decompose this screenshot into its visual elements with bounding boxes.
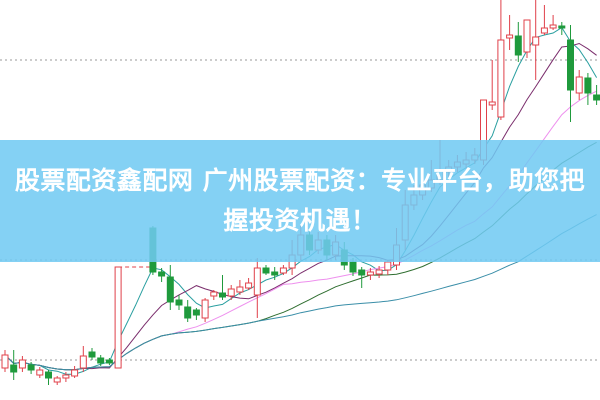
candle <box>114 266 122 369</box>
candle-body <box>497 39 505 118</box>
candle <box>175 295 183 310</box>
candle <box>375 266 383 278</box>
candle-body <box>184 306 192 319</box>
candle <box>53 376 61 385</box>
candle-body <box>219 292 226 298</box>
candle <box>384 260 392 275</box>
candle <box>558 22 566 35</box>
candle-body <box>97 357 105 364</box>
candle-body <box>158 271 166 277</box>
candle-body <box>245 282 253 289</box>
candle-body <box>540 27 548 34</box>
candle-body <box>53 377 61 383</box>
candle <box>184 300 192 322</box>
candle <box>262 265 270 275</box>
candle <box>45 370 52 385</box>
candle <box>27 362 35 374</box>
candle-body <box>71 369 79 377</box>
candle <box>358 267 366 288</box>
candle-body <box>558 25 566 29</box>
candle <box>271 267 279 280</box>
candle-body <box>349 261 357 273</box>
candle <box>97 355 105 366</box>
candle <box>36 367 44 378</box>
candle-body <box>366 271 374 276</box>
candle <box>88 348 96 360</box>
candle <box>210 290 218 300</box>
candle-body <box>567 39 574 91</box>
candle <box>549 15 557 30</box>
candle <box>279 265 287 275</box>
candle-body <box>279 267 287 274</box>
candle <box>192 308 200 320</box>
candle <box>10 350 18 380</box>
candle-body <box>575 76 583 94</box>
candle <box>201 298 209 322</box>
candle-body <box>18 359 26 369</box>
candle-body <box>1 354 9 369</box>
candle <box>1 350 9 372</box>
candle-body <box>227 288 235 297</box>
candle-body <box>175 299 183 306</box>
candle <box>488 60 496 110</box>
candle-body <box>271 271 279 276</box>
candle <box>575 70 583 100</box>
candle-body <box>62 374 70 379</box>
candle-body <box>384 261 392 271</box>
candle-body <box>262 267 270 274</box>
candle-body <box>358 269 366 276</box>
candle-body <box>532 36 540 46</box>
candle <box>219 275 226 300</box>
candle <box>18 356 26 372</box>
candle-body <box>523 19 531 53</box>
candle-body <box>506 34 514 39</box>
candle <box>540 5 548 35</box>
candle-body <box>105 359 113 364</box>
candle <box>567 25 574 122</box>
candle <box>236 280 244 295</box>
candle-body <box>514 35 522 56</box>
candle-body <box>45 371 52 379</box>
candle-body <box>27 364 35 371</box>
candle <box>158 268 166 282</box>
candle-body <box>88 351 96 358</box>
candle-body <box>584 77 592 94</box>
ma60-line <box>4 214 597 371</box>
candle <box>523 19 531 58</box>
candle <box>79 346 87 372</box>
candle <box>506 15 514 50</box>
candle <box>253 258 261 318</box>
candle-body <box>253 267 261 296</box>
candle-body <box>549 24 557 29</box>
candle-body <box>166 276 174 303</box>
candle <box>227 285 235 300</box>
candle-body <box>192 309 200 316</box>
candle <box>71 366 79 378</box>
candle-body <box>79 355 87 369</box>
candle <box>245 278 253 290</box>
candle <box>584 73 592 105</box>
candle-body <box>210 291 218 297</box>
title-banner: 股票配资鑫配网 广州股票配资：专业平台，助您把握投资机遇！ <box>0 140 600 262</box>
candle-body <box>201 299 209 319</box>
candle-body <box>36 369 44 376</box>
candle <box>497 0 505 120</box>
candle-body <box>375 269 383 275</box>
candle <box>366 268 374 280</box>
candle <box>532 0 540 80</box>
candle-body <box>236 286 244 293</box>
candle <box>593 85 600 105</box>
candle <box>166 265 174 310</box>
candle <box>105 358 113 365</box>
candle <box>514 22 522 62</box>
candle <box>62 372 70 382</box>
candle-body <box>488 101 496 106</box>
candle-body <box>114 266 122 369</box>
banner-title: 股票配资鑫配网 广州股票配资：专业平台，助您把握投资机遇！ <box>14 166 586 235</box>
candle-body <box>593 94 600 101</box>
candle-body <box>10 364 18 373</box>
